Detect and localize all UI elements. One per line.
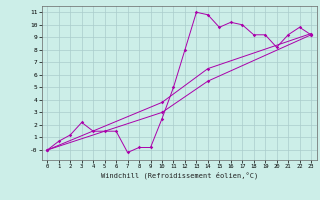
X-axis label: Windchill (Refroidissement éolien,°C): Windchill (Refroidissement éolien,°C)	[100, 172, 258, 179]
